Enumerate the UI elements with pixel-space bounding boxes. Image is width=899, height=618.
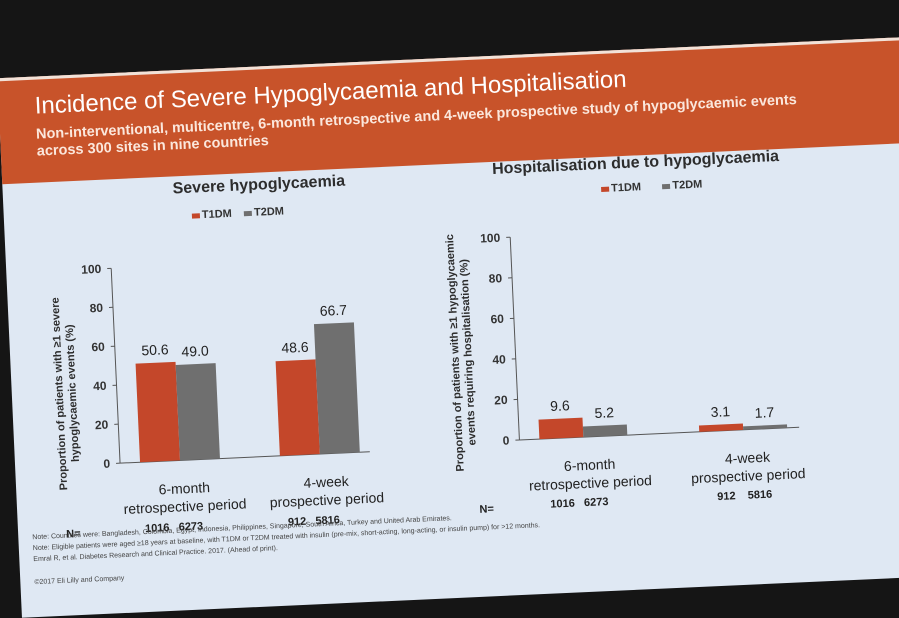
chart-1-y-tick-label: 60 xyxy=(91,340,105,355)
chart-2-n-t2dm-cat-2: 5816 xyxy=(748,489,773,502)
chart-2-y-tick-label: 0 xyxy=(502,433,510,447)
chart-1-plot: 0 20 40 60 80 100 50.6 49.0 48.6 66.7 xyxy=(59,206,401,491)
chart-1-y-tick-label: 80 xyxy=(89,301,103,316)
chart-2-data-label-t1dm-cat-2: 3.1 xyxy=(710,403,730,420)
chart-1-y-tick-label: 40 xyxy=(93,379,107,394)
chart-2-data-label-t1dm-cat-1: 9.6 xyxy=(550,397,570,414)
chart-2-bar-t2dm-cat-1 xyxy=(583,425,627,438)
chart-2-y-tick-label: 80 xyxy=(488,271,502,286)
chart-1-title: Severe hypoglycaemia xyxy=(172,173,345,199)
chart-2-plot: 0 20 40 60 80 100 9.6 5.2 3.1 1.7 xyxy=(448,181,840,468)
chart-1-y-tick-label: 0 xyxy=(103,457,111,471)
chart-1-bar-t1dm-cat-2 xyxy=(276,359,320,455)
chart-1-data-label-t2dm-cat-1: 49.0 xyxy=(181,342,209,359)
slide: Incidence of Severe Hypoglycaemia and Ho… xyxy=(0,36,899,618)
chart-2-data-label-t2dm-cat-2: 1.7 xyxy=(754,404,774,421)
chart-1-data-label-t1dm-cat-2: 48.6 xyxy=(281,339,309,356)
chart-1-data-label-t2dm-cat-2: 66.7 xyxy=(319,302,347,319)
chart-2-category-1: 6-month retrospective period xyxy=(509,452,670,495)
chart-2-bar-t1dm-cat-1 xyxy=(539,418,584,439)
chart-2-y-tick-label: 20 xyxy=(494,393,508,408)
chart-1-bar-t1dm-cat-1 xyxy=(136,362,180,462)
chart-2-category-2: 4-week prospective period xyxy=(667,445,828,488)
chart-1-bar-t2dm-cat-2 xyxy=(314,322,360,454)
chart-1-data-label-t1dm-cat-1: 50.6 xyxy=(141,341,169,358)
chart-1-y-axis xyxy=(111,268,120,463)
chart-1-y-tick-label: 20 xyxy=(95,418,109,433)
chart-2-data-label-t2dm-cat-1: 5.2 xyxy=(594,404,614,421)
chart-2-y-tick-label: 60 xyxy=(490,312,504,327)
chart-2-n-cat-1: 1016 6273 xyxy=(550,496,609,511)
chart-2-n-t2dm-cat-1: 6273 xyxy=(584,496,609,509)
chart-2-n-t1dm-cat-2: 912 xyxy=(717,490,736,503)
chart-1-bar-t2dm-cat-1 xyxy=(176,363,220,460)
chart-1-category-2: 4-week prospective period xyxy=(246,469,407,512)
chart-2-n-t1dm-cat-1: 1016 xyxy=(550,498,575,511)
chart-1-y-tick-label: 100 xyxy=(81,262,102,277)
chart-2-n-cat-2: 912 5816 xyxy=(717,489,773,503)
chart-2-y-axis xyxy=(510,237,519,440)
chart-1-category-1: 6-month retrospective period xyxy=(104,476,265,519)
chart-2-y-tick-label: 40 xyxy=(492,352,506,367)
copyright: ©2017 Eli Lilly and Company xyxy=(34,575,124,586)
chart-2-y-tick-label: 100 xyxy=(480,231,501,246)
